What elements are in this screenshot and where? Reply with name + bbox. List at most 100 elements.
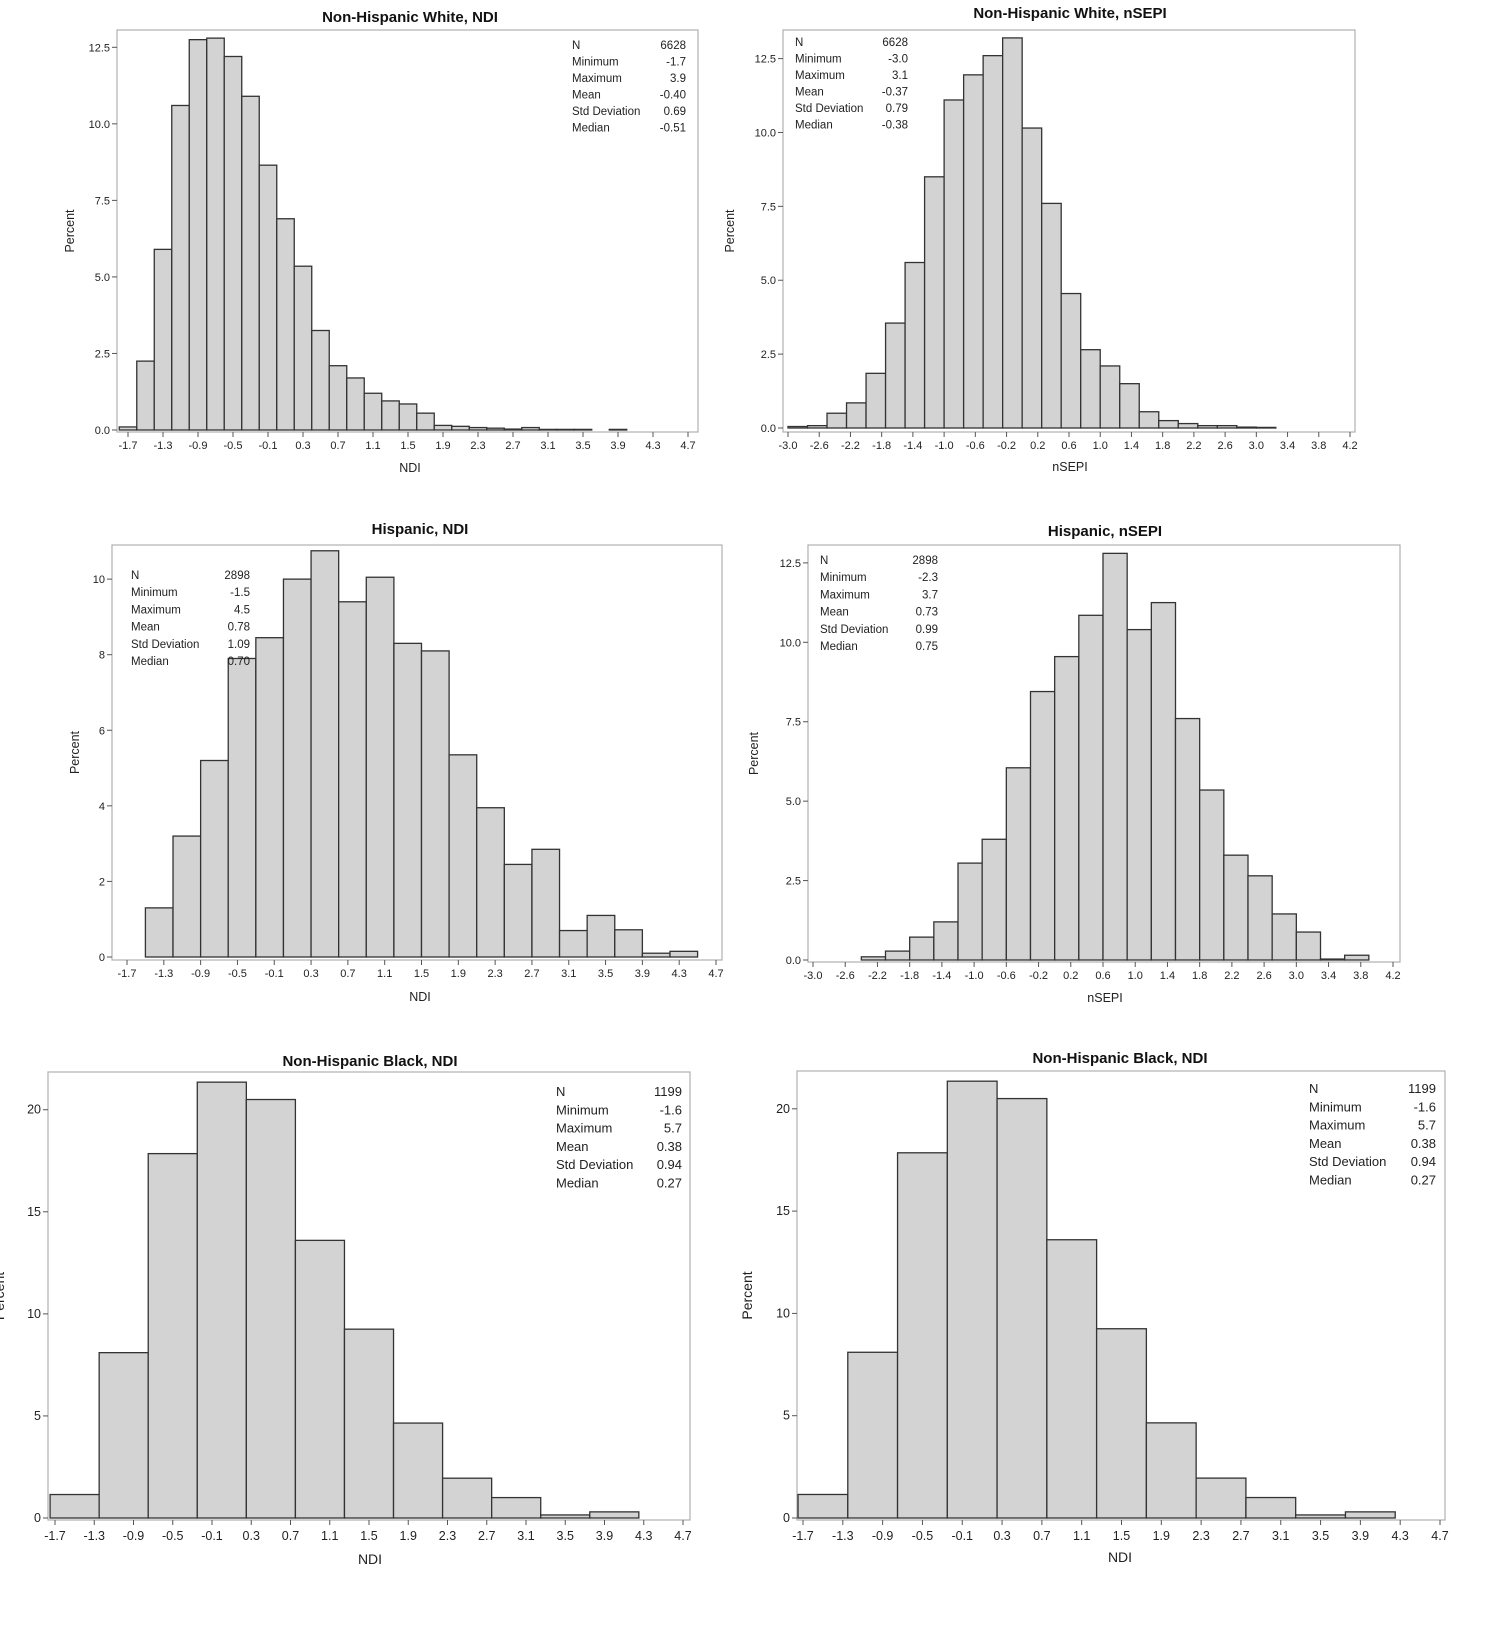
stat-value: -2.3	[918, 572, 938, 584]
stat-name: Mean	[1309, 1136, 1342, 1151]
histogram-bar	[171, 104, 190, 431]
y-tick-label: 10.0	[755, 127, 776, 139]
histogram-bar	[338, 601, 367, 958]
histogram-bar	[847, 1351, 899, 1519]
histogram-bar	[797, 1493, 849, 1519]
x-tick-label: -2.2	[841, 440, 860, 452]
stat-value: -0.38	[882, 120, 908, 132]
x-tick-label: 1.0	[1128, 970, 1143, 982]
y-tick-label: 2	[99, 876, 105, 888]
stat-value: 5.7	[1418, 1118, 1436, 1133]
histogram-bar	[521, 426, 540, 431]
histogram-bar	[946, 1080, 998, 1519]
y-axis-label: Percent	[0, 1272, 7, 1320]
histogram-bar	[923, 176, 945, 429]
histogram-bar	[1344, 954, 1370, 961]
histogram-bar	[860, 956, 887, 961]
x-tick-label: 3.0	[1289, 970, 1304, 982]
x-tick-label: -0.2	[997, 440, 1016, 452]
histogram-bar	[441, 1477, 493, 1519]
y-tick-label: 5	[783, 1409, 790, 1423]
x-tick-label: -0.9	[123, 1529, 145, 1543]
x-tick-label: -1.4	[903, 440, 922, 452]
x-tick-label: 3.4	[1280, 440, 1295, 452]
histogram-bar	[416, 412, 435, 431]
x-tick-label: 0.6	[1095, 970, 1110, 982]
histogram-bar	[787, 425, 809, 429]
histogram-bar	[255, 637, 285, 958]
histogram-bar	[503, 428, 523, 431]
chart-title: Non-Hispanic Black, NDI	[1032, 1050, 1207, 1067]
stat-value: 1199	[1408, 1081, 1436, 1096]
histogram-bar	[491, 1496, 542, 1519]
x-tick-label: 1.9	[451, 968, 466, 980]
y-tick-label: 0.0	[95, 425, 110, 437]
stat-name: Median	[795, 120, 833, 132]
stat-value: 0.73	[916, 607, 938, 619]
x-tick-label: 1.4	[1124, 440, 1139, 452]
x-tick-label: 2.6	[1217, 440, 1232, 452]
y-tick-label: 15	[27, 1205, 41, 1219]
x-tick-label: -0.6	[997, 970, 1016, 982]
y-tick-label: 10.0	[780, 637, 801, 649]
x-tick-label: -0.9	[189, 440, 208, 452]
stat-name: Minimum	[556, 1102, 609, 1117]
histogram-bar	[962, 74, 984, 429]
x-tick-label: 3.5	[1312, 1529, 1329, 1543]
histogram-bar	[1080, 349, 1101, 429]
stat-value: 2898	[224, 570, 250, 582]
stat-value: 0.78	[228, 622, 250, 634]
x-axis-label: nSEPI	[1052, 460, 1087, 474]
stat-name: Maximum	[556, 1121, 612, 1136]
histogram-bar	[531, 848, 561, 958]
histogram-bar	[258, 164, 278, 431]
x-tick-label: 1.1	[1073, 1529, 1090, 1543]
histogram-bar	[826, 412, 848, 429]
x-tick-label: 3.1	[1272, 1529, 1289, 1543]
stat-value: 2898	[912, 555, 938, 567]
histogram-bar	[996, 1097, 1048, 1519]
histogram-bar	[982, 54, 1004, 429]
x-tick-label: 1.4	[1160, 970, 1175, 982]
stat-value: 0.70	[228, 656, 250, 668]
x-tick-label: -1.7	[44, 1529, 66, 1543]
stat-name: N	[556, 1084, 565, 1099]
histogram-bar	[884, 950, 911, 961]
x-tick-label: -0.9	[191, 968, 210, 980]
x-tick-label: 3.9	[1352, 1529, 1369, 1543]
x-tick-label: 0.2	[1030, 440, 1045, 452]
stat-name: Maximum	[795, 70, 845, 82]
histogram-bar	[669, 950, 699, 958]
y-axis-label: Percent	[739, 1271, 755, 1319]
stat-value: 6628	[660, 40, 686, 52]
histogram-bar	[1005, 767, 1032, 961]
stats-inset: N 2898 Minimum -2.3 Maximum 3.7 Mean 0.73 Std De…	[820, 555, 938, 653]
x-tick-label: -0.5	[912, 1529, 934, 1543]
stats-inset: N 1199 Minimum -1.6 Maximum 5.7 Mean 0.38 Std De…	[556, 1084, 682, 1191]
histogram-bar	[943, 99, 965, 429]
x-tick-label: -3.0	[779, 440, 798, 452]
stat-name: Minimum	[795, 54, 842, 66]
x-tick-label: 0.3	[993, 1529, 1010, 1543]
x-tick-label: 0.7	[330, 440, 345, 452]
stat-value: 1.09	[228, 639, 250, 651]
histogram-bar	[433, 424, 453, 431]
histogram-bar	[1119, 383, 1140, 429]
stat-value: 3.1	[892, 70, 908, 82]
histogram-bar	[1046, 1239, 1098, 1519]
histogram-bar	[172, 835, 202, 958]
y-tick-label: 15	[776, 1204, 790, 1218]
y-axis-label: Percent	[723, 209, 737, 253]
stats-inset: N 1199 Minimum -1.6 Maximum 5.7 Mean 0.38 Std De…	[1309, 1081, 1436, 1188]
x-tick-label: 3.8	[1311, 440, 1326, 452]
histogram-bar	[136, 360, 155, 431]
x-tick-label: -1.0	[965, 970, 984, 982]
y-axis-label: Percent	[747, 731, 761, 775]
x-tick-label: 3.9	[596, 1529, 613, 1543]
histogram-bar	[1029, 690, 1056, 961]
stat-name: Mean	[131, 622, 160, 634]
x-tick-label: -1.7	[118, 968, 137, 980]
plot-frame	[807, 544, 1401, 963]
x-tick-label: 4.2	[1385, 970, 1400, 982]
